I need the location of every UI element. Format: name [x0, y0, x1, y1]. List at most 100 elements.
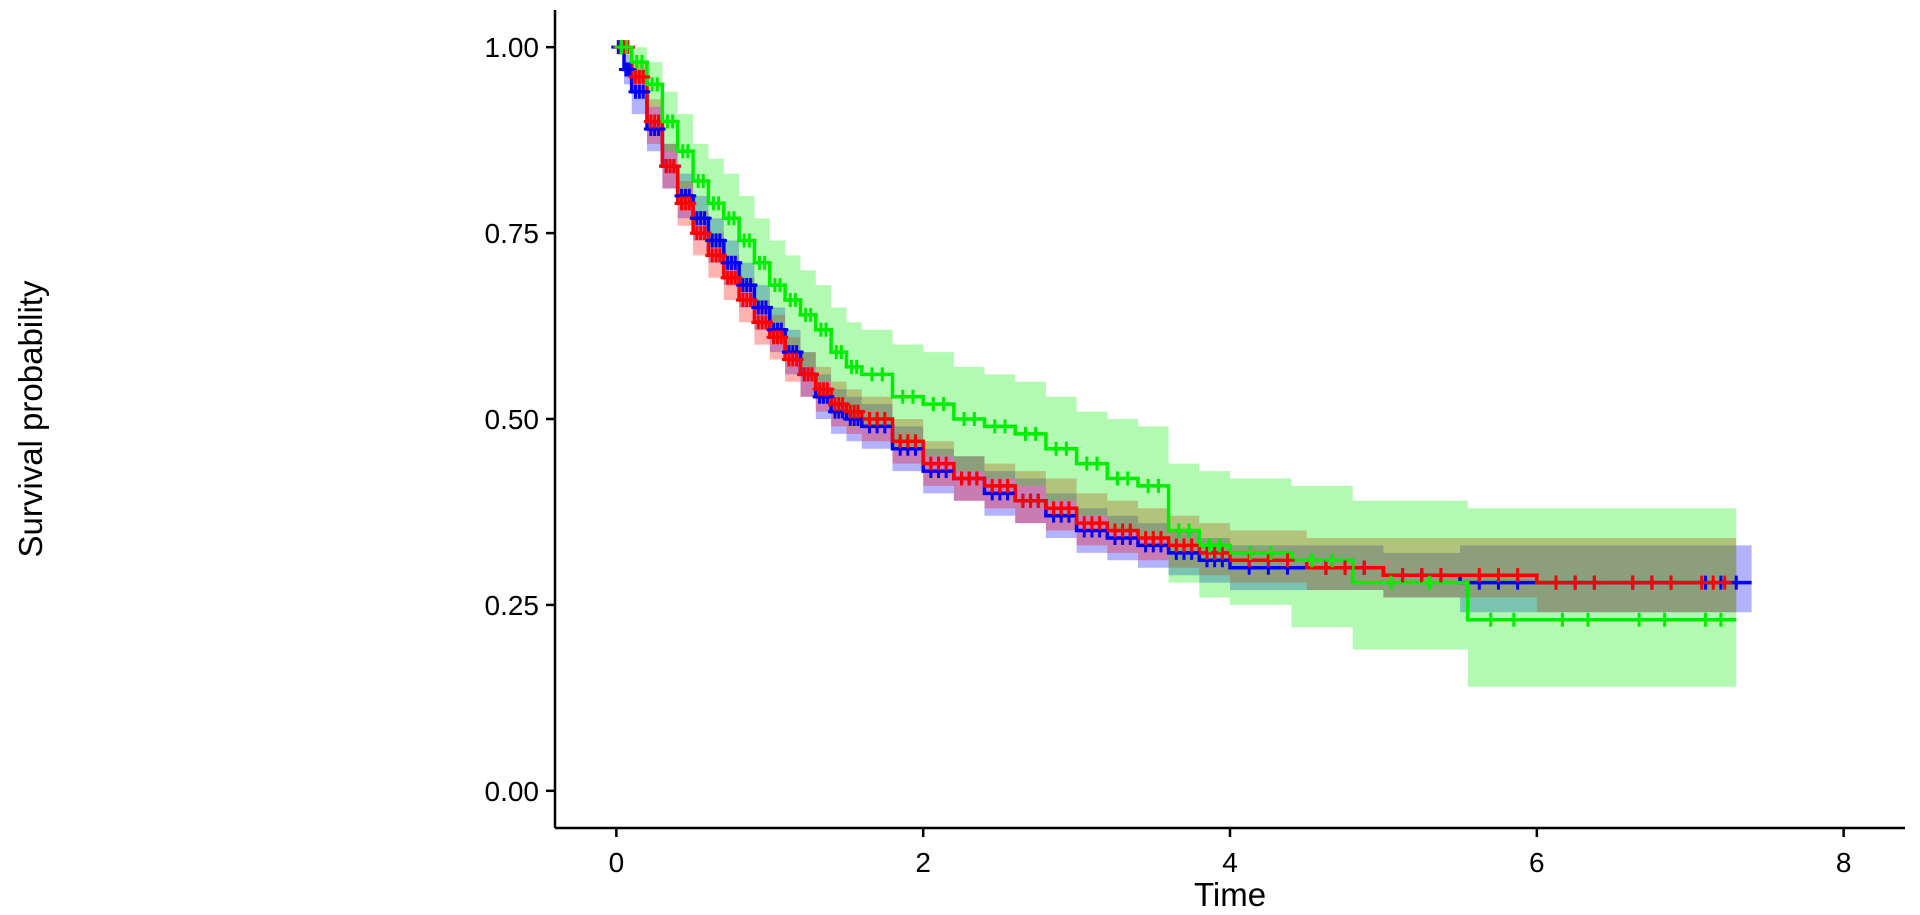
censor-mark	[1472, 568, 1487, 583]
censor-mark	[726, 211, 741, 226]
censor-mark	[936, 397, 951, 412]
censor-mark	[1059, 441, 1074, 456]
censor-mark	[1304, 553, 1319, 568]
censor-mark	[1318, 560, 1333, 575]
censor-mark	[967, 412, 982, 426]
censor-mark	[1422, 575, 1437, 590]
y-tick-label: 0.75	[485, 218, 540, 249]
censor-mark	[820, 382, 835, 397]
censor-mark	[696, 174, 711, 189]
censor-mark	[697, 226, 712, 241]
censor-mark	[1506, 612, 1521, 627]
y-tick-label: 1.00	[485, 32, 540, 63]
censor-mark	[1580, 612, 1595, 627]
censor-mark	[908, 434, 923, 449]
censor-mark	[743, 293, 758, 308]
censor-mark	[1151, 478, 1166, 493]
censor-mark	[1384, 575, 1399, 590]
x-tick-label: 0	[609, 847, 625, 878]
censor-mark	[758, 315, 773, 330]
x-tick-label: 2	[915, 847, 931, 878]
censor-mark	[1491, 568, 1506, 583]
censor-mark	[757, 255, 772, 270]
censor-mark	[773, 278, 787, 293]
censor-mark	[634, 55, 649, 70]
censor-mark	[1212, 538, 1227, 553]
x-tick-label: 4	[1222, 847, 1238, 878]
censor-marks	[611, 40, 1744, 627]
y-tick-label: 0.25	[485, 590, 540, 621]
censor-mark	[905, 389, 920, 404]
censor-mark	[1280, 553, 1295, 568]
censor-mark	[1357, 560, 1372, 575]
censor-mark	[1243, 545, 1258, 560]
censor-mark	[1717, 575, 1732, 590]
y-tick-label: 0.00	[485, 776, 540, 807]
censor-mark	[728, 255, 743, 270]
censor-mark	[969, 471, 984, 486]
confidence-band	[616, 47, 1737, 613]
censor-mark	[636, 84, 651, 99]
censor-mark	[1548, 575, 1563, 590]
censor-mark	[1433, 568, 1448, 583]
censor-mark	[728, 270, 743, 285]
censor-mark	[712, 248, 727, 263]
censor-mark	[680, 144, 695, 159]
x-axis-title: Time	[1194, 876, 1266, 913]
censor-mark	[697, 211, 712, 226]
censor-mark	[1261, 553, 1276, 568]
censor-mark	[1123, 523, 1138, 538]
censor-mark	[758, 300, 773, 315]
censor-mark	[849, 359, 864, 374]
censor-mark	[743, 278, 758, 293]
censor-mark	[1090, 456, 1105, 471]
censor-mark	[834, 345, 849, 360]
censor-mark	[1483, 612, 1498, 627]
x-axis-ticks: 0 2 4 6 8	[609, 828, 1852, 878]
survival-line	[616, 45, 1752, 585]
censor-mark	[788, 293, 803, 308]
censor-mark	[877, 412, 892, 426]
censor-mark	[803, 307, 818, 322]
censor-mark	[1568, 575, 1583, 590]
censor-mark	[939, 456, 954, 471]
y-axis-title: Survival probability	[12, 280, 49, 557]
censor-mark	[789, 352, 804, 367]
censor-mark	[1510, 568, 1525, 583]
censor-mark	[1587, 575, 1602, 590]
censor-mark	[850, 404, 865, 419]
censor-mark	[1028, 426, 1043, 441]
censor-mark	[804, 367, 819, 382]
x-tick-label: 6	[1529, 847, 1545, 878]
censor-mark	[622, 62, 637, 77]
censor-mark	[666, 159, 681, 174]
censor-mark	[1632, 612, 1647, 627]
censor-mark	[1395, 568, 1410, 583]
censor-mark	[1153, 530, 1168, 545]
censor-mark	[1000, 478, 1015, 493]
x-tick-label: 8	[1836, 847, 1852, 878]
censor-mark	[835, 397, 850, 412]
censor-mark	[711, 196, 726, 211]
confidence-band	[616, 47, 1752, 613]
censor-mark	[665, 114, 680, 129]
censor-mark	[1698, 612, 1713, 627]
censor-mark	[1031, 493, 1046, 508]
censor-mark	[742, 233, 757, 248]
censor-mark	[1644, 575, 1659, 590]
censor-mark	[819, 322, 834, 337]
censor-mark	[619, 40, 634, 55]
censor-mark	[1713, 612, 1728, 627]
censor-mark	[1555, 612, 1570, 627]
censor-mark	[875, 367, 890, 382]
censor-mark	[712, 233, 727, 248]
censor-mark	[1414, 568, 1429, 583]
confidence-band	[616, 47, 1737, 687]
censor-mark	[1263, 545, 1278, 560]
censor-mark	[1092, 516, 1107, 531]
censor-mark	[1120, 471, 1135, 486]
censor-mark	[1664, 575, 1679, 590]
censor-mark	[1061, 501, 1076, 516]
censor-mark	[636, 69, 651, 84]
